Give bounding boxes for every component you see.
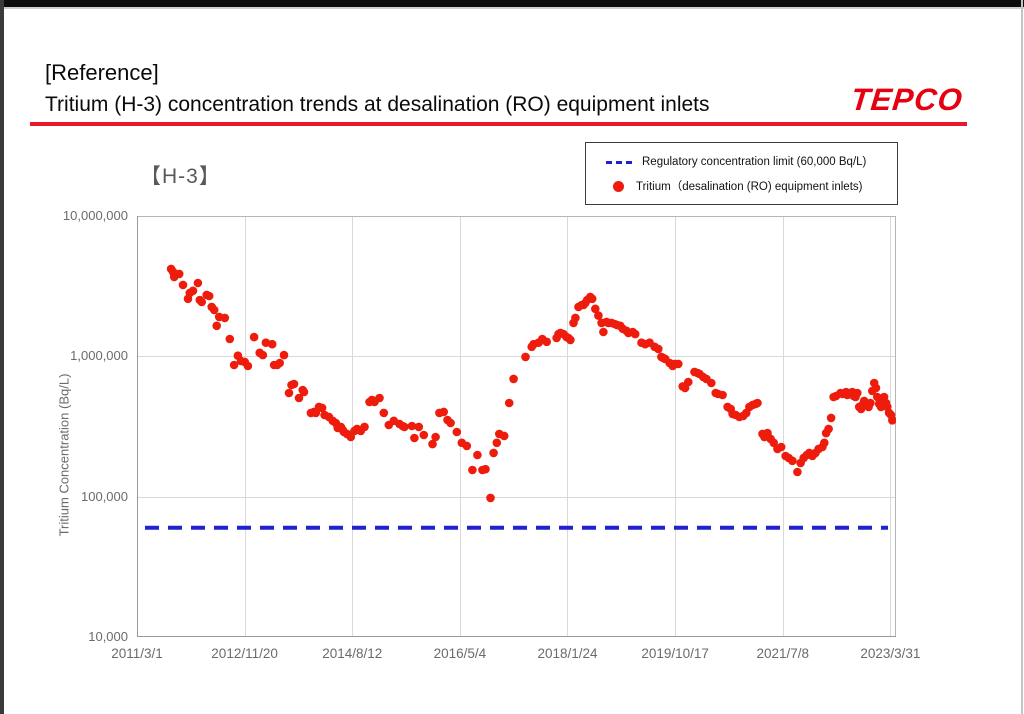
window-left-edge	[0, 0, 4, 714]
x-tick-label: 2021/7/8	[756, 646, 810, 661]
reference-label: [Reference]	[45, 60, 159, 85]
x-tick-label: 2018/1/24	[537, 646, 598, 661]
x-tick-label: 2011/3/1	[111, 646, 163, 661]
gridlines	[137, 216, 896, 637]
legend-item-series: Tritium（desalination (RO) equipment inle…	[600, 178, 862, 194]
title-underline	[30, 122, 967, 126]
legend: Regulatory concentration limit (60,000 B…	[585, 142, 898, 205]
dashed-line-icon	[606, 160, 632, 164]
y-tick-label: 10,000,000	[62, 208, 128, 223]
red-dot-icon	[613, 180, 624, 192]
tepco-logo: TEPCO	[849, 82, 965, 117]
plot-svg	[137, 216, 896, 637]
chart-title: 【H-3】	[140, 165, 221, 188]
x-tick-label: 2016/5/4	[433, 646, 487, 661]
window-right-edge	[1021, 0, 1023, 714]
y-tick-label: 10,000	[88, 629, 128, 644]
tritium-series	[166, 264, 896, 503]
x-tick-label: 2023/3/31	[860, 646, 921, 661]
window-top-edge	[0, 0, 1024, 9]
x-tick-label: 2019/10/17	[641, 646, 709, 661]
y-axis-title: Tritium Concentration (Bq/L)	[56, 373, 72, 537]
legend-item-limit: Regulatory concentration limit (60,000 B…	[600, 154, 866, 170]
legend-series-label: Tritium（desalination (RO) equipment inle…	[636, 181, 863, 193]
y-tick-label: 1,000,000	[70, 348, 128, 364]
x-tick-label: 2014/8/12	[322, 646, 383, 661]
legend-limit-label: Regulatory concentration limit (60,000 B…	[642, 156, 867, 168]
y-tick-label: 100,000	[81, 488, 128, 504]
x-tick-label: 2012/11/20	[211, 646, 278, 661]
page-title: Tritium (H-3) concentration trends at de…	[45, 93, 710, 116]
plot-border	[137, 216, 896, 637]
